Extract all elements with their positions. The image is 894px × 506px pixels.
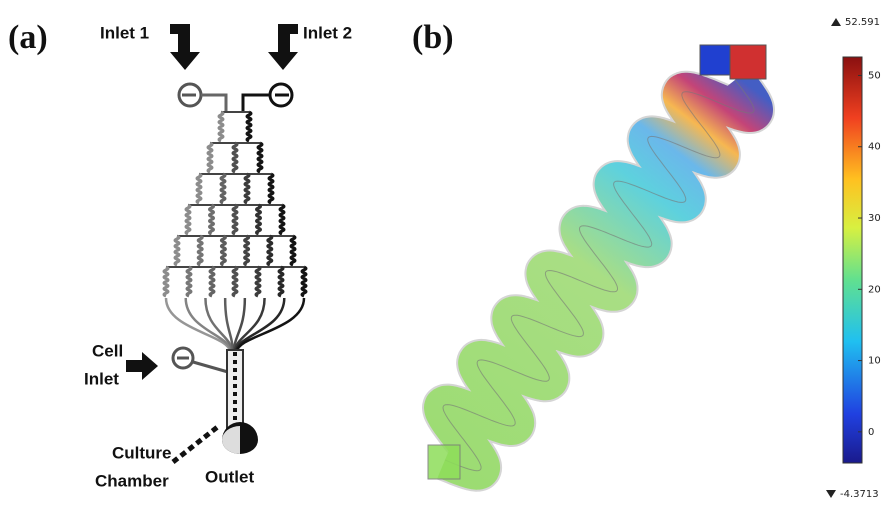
serpentine bbox=[219, 112, 223, 141]
figure: (a) (b) Inlet 1 Inlet 2 Cell Inlet Cultu… bbox=[0, 0, 894, 501]
arrow bbox=[268, 24, 298, 70]
cell-inlet-label: Cell bbox=[92, 341, 123, 360]
inlet-label: Inlet 1 bbox=[100, 23, 149, 42]
arrow bbox=[170, 24, 200, 70]
colorbar-min: -4.3713 bbox=[840, 489, 879, 500]
channel bbox=[193, 362, 228, 372]
panel-label: (a) bbox=[8, 19, 48, 56]
arrow bbox=[126, 352, 158, 380]
colorbar-tick-label: 30 bbox=[868, 213, 881, 224]
serpentine bbox=[233, 267, 237, 296]
channel bbox=[243, 95, 270, 112]
serpentine bbox=[258, 143, 262, 172]
end-block bbox=[428, 445, 460, 479]
end-block bbox=[700, 45, 730, 75]
page: {"panel_a": {"label": "(a)", "inlet_1": … bbox=[0, 0, 894, 501]
serpentine bbox=[197, 174, 201, 203]
culture-chamber-label: Chamber bbox=[95, 471, 169, 490]
serpentine-channel bbox=[428, 45, 766, 479]
colorbar-max: 52.591 bbox=[845, 17, 880, 28]
serpentine bbox=[233, 205, 237, 234]
serpentine bbox=[210, 267, 214, 296]
serpentine bbox=[279, 267, 283, 296]
serpentine bbox=[257, 205, 261, 234]
culture-chamber-label: Culture bbox=[112, 443, 172, 462]
serpentine bbox=[210, 205, 214, 234]
serpentine bbox=[268, 236, 272, 265]
colorbar-tick-label: 20 bbox=[868, 284, 881, 295]
serpentine bbox=[186, 205, 190, 234]
gradient-mixer bbox=[164, 112, 306, 352]
outlet-label: Outlet bbox=[205, 467, 254, 486]
serpentine bbox=[164, 267, 168, 296]
culture-chamber bbox=[222, 426, 240, 454]
panel-label: (b) bbox=[412, 19, 454, 56]
colorbar bbox=[843, 57, 862, 463]
serpentine bbox=[247, 112, 251, 141]
cell-inlet-label: Inlet bbox=[84, 369, 119, 388]
channel bbox=[166, 298, 230, 352]
pointer bbox=[173, 425, 220, 462]
end-block bbox=[730, 45, 766, 79]
colorbar-tick-label: 0 bbox=[868, 427, 874, 438]
serpentine bbox=[221, 174, 225, 203]
serpentine bbox=[256, 267, 260, 296]
serpentine bbox=[245, 174, 249, 203]
serpentine bbox=[302, 267, 306, 296]
max-marker bbox=[831, 18, 841, 26]
serpentine bbox=[187, 267, 191, 296]
serpentine bbox=[291, 236, 295, 265]
serpentine bbox=[269, 174, 273, 203]
serpentine bbox=[198, 236, 202, 265]
serpentine bbox=[280, 205, 284, 234]
min-marker bbox=[826, 490, 836, 498]
serpentine bbox=[175, 236, 179, 265]
inlet-label: Inlet 2 bbox=[303, 23, 352, 42]
serpentine bbox=[245, 236, 249, 265]
colorbar-tick-label: 10 bbox=[868, 356, 881, 367]
channel bbox=[201, 95, 226, 112]
serpentine bbox=[221, 236, 225, 265]
tube-body bbox=[443, 80, 754, 471]
serpentine bbox=[208, 143, 212, 172]
serpentine bbox=[233, 143, 237, 172]
colorbar-tick-label: 50 bbox=[868, 70, 881, 81]
colorbar-tick-label: 40 bbox=[868, 142, 881, 153]
